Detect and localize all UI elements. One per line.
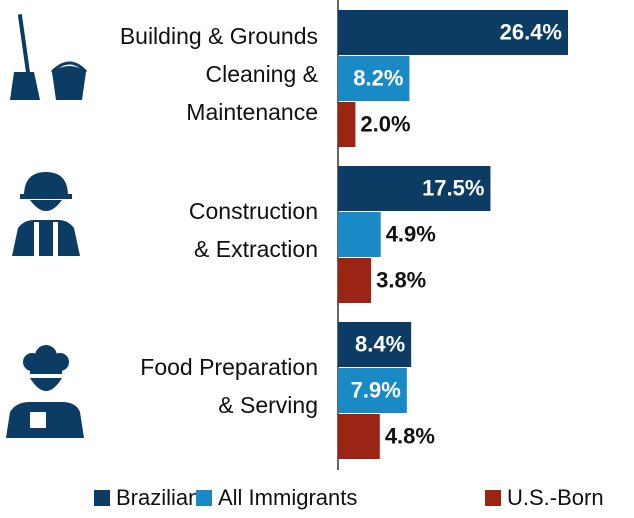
icon-chef [6,345,84,438]
category-label: Cleaning & [205,61,318,87]
bar [338,368,407,413]
value-label: 2.0% [360,111,410,136]
value-label: 8.4% [355,331,405,356]
bar [338,322,412,367]
category-label: Construction [189,198,318,224]
category-label: Building & Grounds [120,23,318,49]
category-label: Maintenance [186,99,318,125]
legend-label: U.S.-Born [507,485,604,510]
legend-swatch [485,490,501,506]
bar [338,166,491,211]
value-label: 7.9% [351,377,401,402]
bar [338,414,380,459]
category-label: & Serving [218,392,318,418]
value-label: 8.2% [353,65,403,90]
value-label: 3.8% [376,267,426,292]
category-label: Food Preparation [140,354,318,380]
legend-swatch [196,490,212,506]
value-label: 4.9% [386,221,436,246]
value-label: 17.5% [422,175,484,200]
bar [338,258,372,303]
legend-label: Brazilians [116,485,211,510]
value-label: 26.4% [500,19,562,44]
bar [338,10,568,55]
value-label: 4.8% [385,423,435,448]
icon-cleaning [10,14,88,100]
bar [338,212,381,257]
bar [338,102,356,147]
icon-worker [12,172,80,256]
legend-label: All Immigrants [218,485,357,510]
bar [338,56,410,101]
legend-swatch [94,490,110,506]
category-label: & Extraction [194,236,318,262]
